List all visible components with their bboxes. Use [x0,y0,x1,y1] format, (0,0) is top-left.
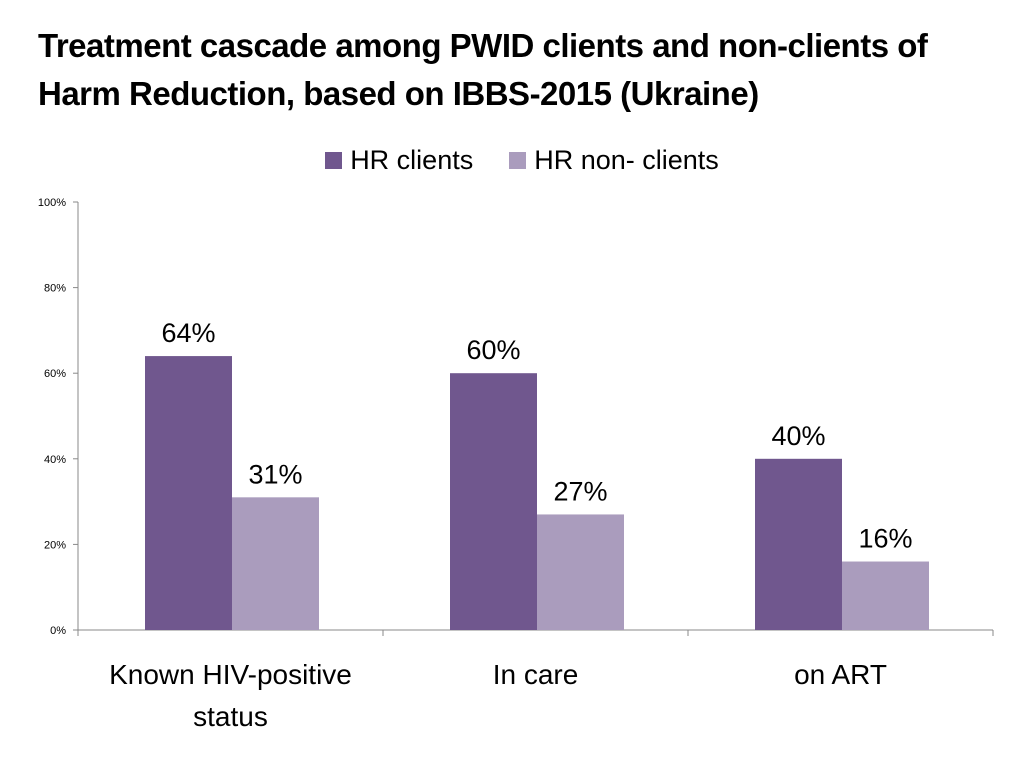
x-category-label: Known HIV-positive [109,659,352,690]
legend-label-hr-non-clients: HR non- clients [534,144,719,175]
y-tick-label: 100% [38,197,66,209]
x-category-label: In care [493,659,579,690]
bar [232,497,319,630]
y-tick-label: 40% [44,454,66,466]
chart-title: Treatment cascade among PWID clients and… [38,27,928,112]
data-label: 40% [771,421,825,451]
x-category-label: status [193,701,268,732]
bar [145,356,232,630]
data-label: 64% [161,318,215,348]
data-label: 60% [466,335,520,365]
x-category-label: on ART [794,659,887,690]
data-label: 27% [553,476,607,506]
legend-item-hr-non-clients: HR non- clients [509,142,719,178]
legend-item-hr-clients: HR clients [325,142,473,178]
legend-swatch-hr-non-clients [509,151,527,169]
legend-label-hr-clients: HR clients [350,144,474,175]
y-tick-label: 0% [50,625,66,637]
data-label: 31% [248,459,302,489]
bar [842,561,929,630]
y-tick-label: 80% [44,283,66,295]
chart-legend: HR clients HR non- clients [0,142,1024,178]
y-tick-label: 60% [44,368,66,380]
bar [450,373,537,630]
y-tick-label: 20% [44,539,66,551]
bar [755,458,842,630]
legend-swatch-hr-clients [325,151,343,169]
data-label: 16% [858,524,912,554]
bar [537,514,624,630]
